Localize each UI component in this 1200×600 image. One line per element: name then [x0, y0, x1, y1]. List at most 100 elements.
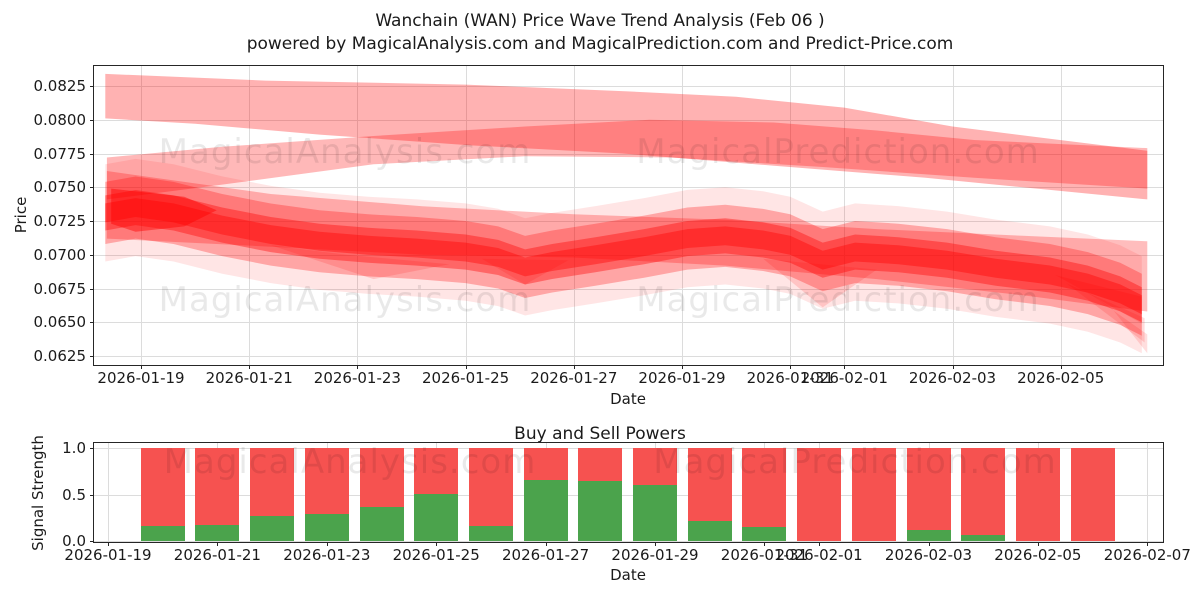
x-tick-label: 2026-02-03 [884, 546, 973, 564]
x-tick-mark [465, 365, 467, 369]
end-fan-wisp-2 [1066, 283, 1145, 343]
y-tick-mark [90, 221, 94, 222]
lower-forecast-band [106, 171, 1148, 312]
gridline [844, 66, 846, 365]
gridline [94, 541, 1163, 542]
x-tick-label: 2026-02-05 [994, 546, 1082, 564]
buy-bar-segment [687, 521, 732, 541]
price-wave-bands [105, 73, 1148, 354]
sell-bar-segment [578, 448, 623, 481]
y-tick-mark [90, 86, 94, 87]
gridline [682, 66, 683, 365]
x-tick-mark [928, 542, 930, 546]
buy-bar-segment [140, 526, 185, 541]
x-tick-mark [844, 365, 846, 369]
x-tick-mark [764, 542, 766, 546]
x-tick-mark [141, 365, 142, 369]
gridline [94, 119, 1163, 121]
x-tick-mark [108, 542, 109, 546]
buy-bar-segment [359, 507, 404, 541]
gridline [94, 494, 1163, 496]
gridline [790, 66, 792, 365]
y-tick-mark [90, 254, 94, 256]
x-tick-label: 2026-01-29 [638, 369, 726, 387]
x-tick-mark [1147, 542, 1149, 546]
x-tick-label: 2026-02-07 [1103, 546, 1191, 564]
trend-halo [105, 158, 1142, 354]
x-tick-label: 2026-02-01 [800, 369, 888, 387]
gridline [952, 66, 954, 365]
gridline [1147, 443, 1149, 542]
y-tick-mark [90, 288, 94, 290]
sell-bar-segment [359, 448, 404, 507]
x-tick-label: 2026-01-27 [530, 369, 618, 387]
x-tick-mark [436, 542, 438, 546]
sell-bar-segment [1070, 448, 1115, 541]
buy-bar-segment [304, 514, 349, 541]
buy-bar-segment [523, 480, 568, 541]
date-axis-label-bottom: Date [610, 566, 646, 584]
y-tick-mark [90, 322, 94, 324]
y-tick-label: 0.0675 [33, 279, 87, 298]
x-tick-label: 2026-01-25 [392, 546, 480, 564]
buy-bar-segment [906, 530, 951, 541]
gridline [94, 448, 1163, 449]
y-tick-label: 0.0650 [33, 313, 87, 332]
buy-bar-segment [742, 527, 787, 541]
x-tick-mark [573, 365, 575, 369]
x-tick-mark [819, 542, 821, 546]
sell-bar-segment [304, 448, 349, 514]
y-tick-label: 0.5 [62, 485, 86, 504]
sell-bar-segment [523, 448, 568, 480]
buy-bar-segment [961, 535, 1006, 541]
sell-bar-segment [414, 448, 459, 495]
y-tick-mark [90, 119, 94, 121]
gridline [94, 153, 1163, 155]
y-tick-label: 0.0825 [33, 77, 87, 95]
buy-bar-segment [468, 526, 513, 541]
y-tick-label: 0.0750 [33, 178, 87, 197]
sell-bar-segment [851, 448, 896, 541]
buy-bar-segment [414, 494, 459, 541]
y-tick-label: 0.0 [62, 532, 86, 550]
sell-bar-segment [633, 448, 677, 485]
gridline [141, 66, 142, 365]
mid-dip-wisp-2 [763, 258, 877, 308]
y-tick-mark [90, 153, 94, 155]
x-tick-label: 2026-01-19 [97, 369, 185, 387]
x-tick-mark [217, 542, 219, 546]
buy-bar-segment [633, 485, 677, 541]
x-tick-label: 2026-01-21 [205, 369, 293, 387]
x-tick-label: 2026-02-03 [908, 369, 997, 387]
y-tick-mark [90, 356, 94, 357]
x-tick-mark [326, 542, 328, 546]
sell-bar-segment [468, 448, 513, 526]
buy-bar-segment [578, 481, 623, 541]
price-chart-plot [93, 65, 1164, 366]
sell-bar-segment [961, 448, 1006, 535]
y-tick-mark [90, 448, 94, 449]
y-tick-mark [90, 187, 94, 189]
trend-mid [105, 176, 1142, 336]
x-tick-mark [790, 365, 792, 369]
x-tick-label: 2026-01-19 [64, 546, 152, 564]
y-tick-label: 0.0700 [33, 245, 87, 264]
gridline [465, 66, 467, 365]
x-tick-mark [1037, 542, 1039, 546]
gridline [1060, 66, 1062, 365]
sell-bar-segment [906, 448, 951, 530]
x-tick-label: 2026-01-31 [720, 546, 808, 564]
sell-bar-segment [797, 448, 842, 541]
gridline [573, 66, 575, 365]
early-dip-wisp [270, 245, 450, 280]
gridline [94, 86, 1163, 87]
y-tick-mark [90, 541, 94, 542]
gridline [108, 443, 109, 542]
gridline [357, 66, 359, 365]
mid-dip-wisp-1 [481, 258, 569, 285]
trend-core [105, 198, 1142, 315]
x-tick-mark [952, 365, 954, 369]
upper-forecast-band [105, 73, 1148, 200]
signal-chart-plot [93, 442, 1164, 543]
sell-bar-segment [195, 448, 240, 525]
